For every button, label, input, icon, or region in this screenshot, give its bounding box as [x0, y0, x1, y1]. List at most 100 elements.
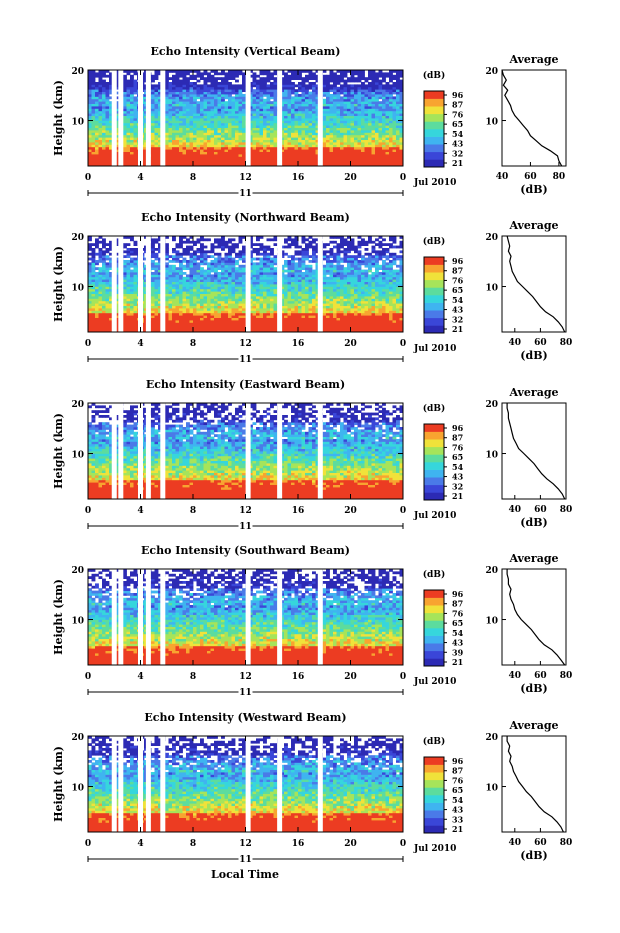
- heatmap-cell: [99, 296, 103, 299]
- heatmap-cell: [232, 322, 236, 325]
- heatmap-cell: [190, 101, 194, 104]
- heatmap-cell: [323, 101, 327, 104]
- heatmap-cell: [155, 313, 159, 316]
- heatmap-cell: [260, 111, 264, 114]
- heatmap-cell: [361, 92, 365, 95]
- heatmap-cell: [221, 130, 225, 133]
- heatmap-cell: [123, 291, 127, 294]
- heatmap-cell: [340, 130, 344, 133]
- heatmap-cell: [204, 272, 208, 275]
- heatmap-cell: [211, 144, 215, 147]
- heatmap-cell: [200, 313, 204, 316]
- heatmap-cell: [228, 75, 232, 78]
- heatmap-cell: [102, 315, 106, 318]
- heatmap-cell: [88, 161, 92, 164]
- heatmap-cell: [386, 118, 390, 121]
- heatmap-cell: [298, 84, 302, 87]
- heatmap-cell: [288, 152, 292, 155]
- heatmap-cell: [176, 327, 180, 330]
- heatmap-cell: [151, 262, 155, 265]
- heatmap-cell: [176, 270, 180, 273]
- heatmap-cell: [207, 156, 211, 159]
- heatmap-cell: [155, 291, 159, 294]
- heatmap-cell: [130, 99, 134, 102]
- heatmap-cell: [186, 128, 190, 131]
- heatmap-cell: [200, 238, 204, 241]
- heatmap-cell: [284, 132, 288, 135]
- date-label: Jul 2010: [413, 178, 456, 188]
- heatmap-cell: [288, 140, 292, 143]
- heatmap-cell: [99, 258, 103, 261]
- heatmap-cell: [99, 144, 103, 147]
- heatmap-cell: [172, 113, 176, 116]
- heatmap-cell: [106, 248, 110, 251]
- heatmap-cell: [305, 137, 309, 140]
- heatmap-cell: [242, 156, 246, 159]
- heatmap-cell: [190, 96, 194, 99]
- heatmap-cell: [197, 255, 201, 258]
- heatmap-cell: [368, 116, 372, 119]
- heatmap-cell: [256, 123, 260, 126]
- heatmap-cell: [228, 255, 232, 258]
- heatmap-cell: [190, 277, 194, 280]
- heatmap-cell: [99, 130, 103, 133]
- heatmap-cell: [134, 286, 138, 289]
- heatmap-cell: [207, 325, 211, 328]
- heatmap-cell: [211, 94, 215, 97]
- heatmap-cell: [151, 246, 155, 249]
- heatmap-cell: [323, 111, 327, 114]
- heatmap-cell: [284, 111, 288, 114]
- heatmap-cell: [218, 72, 222, 75]
- heatmap-cell: [228, 159, 232, 162]
- heatmap-cell: [92, 87, 96, 90]
- heatmap-cell: [347, 116, 351, 119]
- heatmap-cell: [253, 80, 257, 83]
- heatmap-cell: [260, 106, 264, 109]
- heatmap-cell: [263, 135, 267, 138]
- heatmap-cell: [183, 87, 187, 90]
- heatmap-cell: [393, 161, 397, 164]
- heatmap-cell: [253, 140, 257, 143]
- heatmap-cell: [204, 104, 208, 107]
- heatmap-cell: [176, 301, 180, 304]
- heatmap-cell: [179, 327, 183, 330]
- heatmap-cell: [102, 272, 106, 275]
- heatmap-cell: [291, 89, 295, 92]
- heatmap-cell: [365, 94, 369, 97]
- heatmap-cell: [130, 313, 134, 316]
- heatmap-cell: [211, 313, 215, 316]
- heatmap-cell: [253, 142, 257, 145]
- heatmap-cell: [127, 130, 131, 133]
- heatmap-cell: [123, 262, 127, 265]
- heatmap-cell: [295, 92, 299, 95]
- heatmap-cell: [95, 108, 99, 111]
- heatmap-cell: [179, 142, 183, 145]
- heatmap-cell: [134, 272, 138, 275]
- heatmap-cell: [186, 250, 190, 253]
- heatmap-cell: [291, 111, 295, 114]
- heatmap-cell: [221, 320, 225, 323]
- heatmap-cell: [165, 77, 169, 80]
- heatmap-cell: [130, 108, 134, 111]
- heatmap-cell: [382, 152, 386, 155]
- average-frame: [502, 70, 566, 166]
- heatmap-cell: [99, 106, 103, 109]
- heatmap-cell: [298, 118, 302, 121]
- heatmap-cell: [393, 156, 397, 159]
- heatmap-cell: [176, 272, 180, 275]
- heatmap-cell: [267, 149, 271, 152]
- heatmap-cell: [165, 250, 169, 253]
- heatmap-cell: [151, 282, 155, 285]
- heatmap-cell: [197, 267, 201, 270]
- heatmap-cell: [232, 104, 236, 107]
- heatmap-cell: [155, 258, 159, 261]
- heatmap-cell: [186, 277, 190, 280]
- heatmap-cell: [368, 142, 372, 145]
- heatmap-cell: [176, 104, 180, 107]
- heatmap-cell: [193, 310, 197, 313]
- heatmap-cell: [176, 147, 180, 150]
- heatmap-cell: [134, 262, 138, 265]
- heatmap-cell: [214, 260, 218, 263]
- heatmap-cell: [214, 123, 218, 126]
- heatmap-cell: [95, 327, 99, 330]
